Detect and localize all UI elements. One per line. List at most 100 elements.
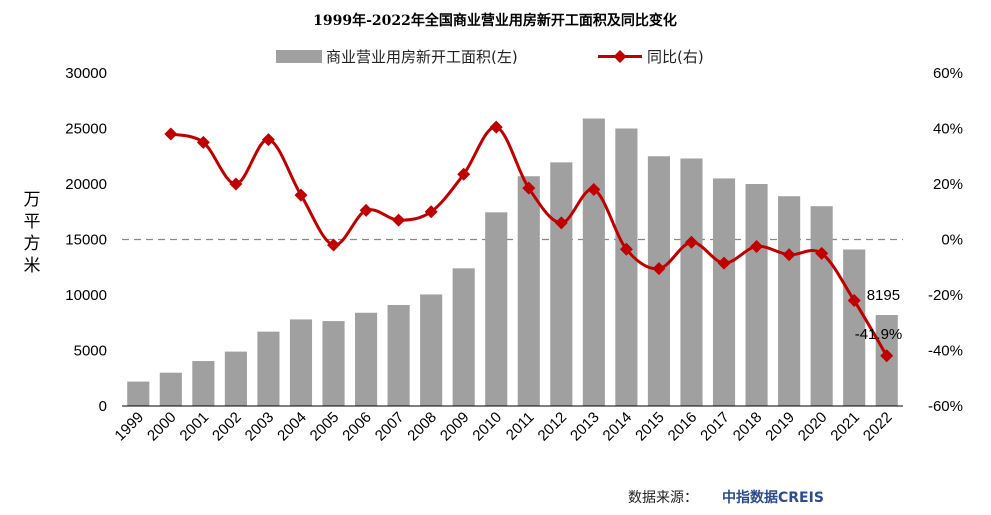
x-tick-label: 2006 bbox=[339, 409, 375, 445]
x-tick-label: 2011 bbox=[503, 409, 538, 444]
bar-2013 bbox=[582, 118, 605, 406]
marker-2012 bbox=[554, 216, 568, 230]
x-tick-label: 2014 bbox=[600, 409, 636, 445]
marker-2017 bbox=[717, 256, 731, 270]
bar-2007 bbox=[387, 304, 410, 406]
bar-1999 bbox=[127, 381, 150, 406]
legend-line-label: 同比(右) bbox=[647, 48, 704, 66]
y-axis-label-char: 平 bbox=[24, 212, 41, 232]
left-tick-label: 5000 bbox=[74, 343, 107, 360]
marker-2007 bbox=[392, 213, 406, 227]
x-axis-ticks: 1999200020012002200320042005200620072008… bbox=[111, 409, 895, 445]
bar-2017 bbox=[712, 178, 736, 406]
right-tick-label: 60% bbox=[933, 65, 963, 82]
marker-2019 bbox=[782, 248, 796, 262]
bar-2015 bbox=[647, 156, 671, 406]
bar-series bbox=[127, 118, 898, 406]
legend-bar-label: 商业营业用房新开工面积(左) bbox=[326, 48, 518, 66]
x-tick-label: 2021 bbox=[827, 409, 863, 445]
left-axis-ticks: 0 5000 10000 15000 20000 25000 30000 bbox=[65, 65, 107, 415]
x-tick-label: 2002 bbox=[209, 409, 245, 445]
left-tick-label: 10000 bbox=[65, 287, 107, 304]
bar-2002 bbox=[224, 351, 247, 406]
marker-2010 bbox=[489, 120, 503, 134]
x-tick-label: 2009 bbox=[437, 409, 473, 445]
source-note: 数据来源： 中指数据CREIS bbox=[628, 489, 824, 506]
left-tick-label: 25000 bbox=[65, 121, 107, 138]
bar-2001 bbox=[192, 361, 215, 406]
x-tick-label: 2003 bbox=[242, 409, 278, 445]
marker-2018 bbox=[750, 239, 764, 253]
right-tick-label: -60% bbox=[928, 398, 963, 415]
bar-2004 bbox=[289, 319, 313, 406]
x-tick-label: 2017 bbox=[697, 409, 733, 445]
bar-2010 bbox=[485, 212, 508, 406]
marker-2004 bbox=[294, 188, 308, 202]
bar-2012 bbox=[550, 162, 573, 406]
marker-2022 bbox=[880, 349, 894, 363]
bar-2011 bbox=[517, 176, 540, 406]
legend: 商业营业用房新开工面积(左) 同比(右) bbox=[276, 48, 704, 66]
x-tick-label: 2013 bbox=[567, 409, 603, 445]
y-axis-label-char: 米 bbox=[24, 256, 41, 276]
yoy-markers bbox=[164, 120, 894, 363]
bar-2016 bbox=[680, 158, 703, 406]
marker-2003 bbox=[261, 133, 275, 147]
bar-2020 bbox=[810, 206, 833, 406]
x-tick-label: 2001 bbox=[177, 409, 213, 445]
y-axis-label-char: 方 bbox=[24, 234, 41, 254]
marker-2005 bbox=[327, 238, 341, 252]
marker-2011 bbox=[522, 181, 536, 195]
annotation-2022-area: 8195 bbox=[867, 287, 900, 304]
bar-2003 bbox=[257, 331, 280, 406]
source-brand: 中指数据CREIS bbox=[722, 489, 824, 506]
bar-2009 bbox=[452, 268, 475, 406]
legend-bar-swatch bbox=[276, 50, 322, 63]
x-tick-label: 2016 bbox=[665, 409, 701, 445]
right-tick-label: -40% bbox=[928, 343, 963, 360]
x-tick-label: 2000 bbox=[144, 409, 180, 445]
left-tick-label: 15000 bbox=[65, 232, 107, 249]
marker-2014 bbox=[619, 242, 633, 256]
annotation-2022-yoy: -41.9% bbox=[855, 326, 903, 343]
right-tick-label: 40% bbox=[933, 121, 963, 138]
marker-2008 bbox=[424, 205, 438, 219]
x-tick-label: 2022 bbox=[860, 409, 896, 445]
marker-2016 bbox=[684, 235, 698, 249]
x-tick-label: 2019 bbox=[762, 409, 798, 445]
bar-2018 bbox=[745, 184, 768, 406]
x-tick-label: 2015 bbox=[632, 409, 668, 445]
marker-2002 bbox=[229, 177, 243, 191]
right-axis-ticks: -60% -40% -20% 0% 20% 40% 60% bbox=[928, 65, 963, 415]
bar-2005 bbox=[322, 321, 345, 406]
left-tick-label: 0 bbox=[99, 398, 107, 415]
x-tick-label: 2007 bbox=[372, 409, 408, 445]
bar-2008 bbox=[420, 294, 443, 406]
marker-2000 bbox=[164, 127, 178, 141]
x-tick-label: 2005 bbox=[307, 409, 343, 445]
marker-2001 bbox=[196, 135, 210, 149]
marker-2013 bbox=[587, 183, 601, 197]
x-tick-label: 2020 bbox=[795, 409, 831, 445]
x-tick-label: 2010 bbox=[469, 409, 505, 445]
marker-2009 bbox=[457, 167, 471, 181]
chart-title: 1999年-2022年全国商业营业用房新开工面积及同比变化 bbox=[313, 12, 677, 29]
left-tick-label: 30000 bbox=[65, 65, 107, 82]
bar-2019 bbox=[778, 196, 801, 406]
marker-2020 bbox=[815, 246, 829, 260]
bar-2006 bbox=[354, 312, 378, 406]
marker-2021 bbox=[847, 294, 861, 308]
x-tick-label: 2018 bbox=[730, 409, 766, 445]
y-axis-label-char: 万 bbox=[24, 190, 41, 210]
right-tick-label: -20% bbox=[928, 287, 963, 304]
x-tick-label: 2012 bbox=[535, 409, 571, 445]
x-tick-label: 2004 bbox=[274, 409, 310, 445]
bar-2000 bbox=[159, 372, 182, 406]
legend-line-marker bbox=[613, 50, 627, 63]
source-label: 数据来源： bbox=[628, 490, 698, 506]
left-tick-label: 20000 bbox=[65, 176, 107, 193]
marker-2015 bbox=[652, 262, 666, 276]
x-tick-label: 2008 bbox=[404, 409, 440, 445]
